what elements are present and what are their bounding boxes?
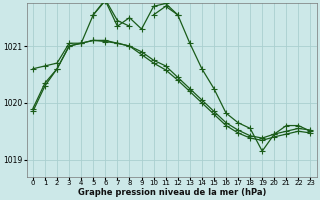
X-axis label: Graphe pression niveau de la mer (hPa): Graphe pression niveau de la mer (hPa) xyxy=(77,188,266,197)
